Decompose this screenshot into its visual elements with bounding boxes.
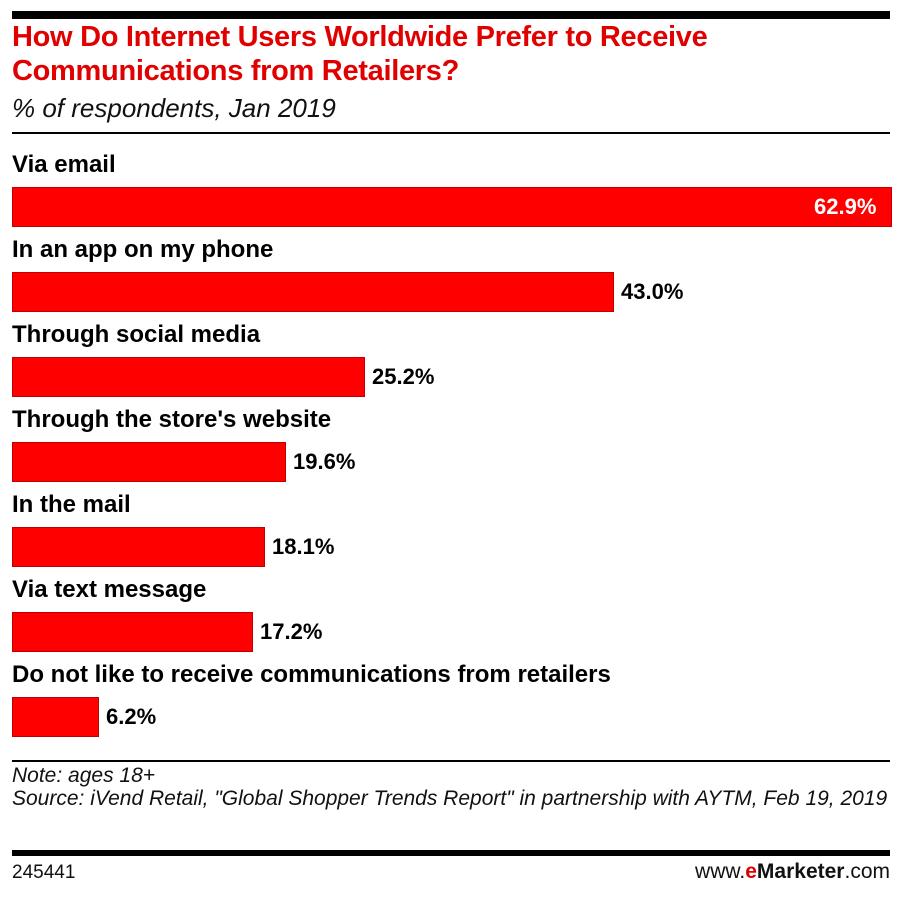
bar-value: 19.6%: [293, 449, 356, 474]
top-rule: [12, 11, 890, 19]
header-divider: [12, 132, 890, 134]
brand-suffix: .com: [844, 860, 890, 883]
bar-row: In an app on my phone 43.0%: [12, 235, 892, 320]
bar-value: 43.0%: [621, 279, 684, 304]
chart-subtitle: % of respondents, Jan 2019: [12, 93, 336, 123]
bar-row: Via text message 17.2%: [12, 575, 892, 660]
footer-divider: [12, 760, 890, 762]
bottom-rule: [12, 850, 890, 856]
bar-label: In the mail: [12, 491, 131, 518]
bar: [12, 612, 253, 652]
bar-value: 6.2%: [106, 704, 157, 729]
bar-row: Via email 62.9%: [12, 150, 892, 235]
bar-label: Via email: [12, 151, 116, 178]
bar: [12, 187, 892, 227]
chart-title: How Do Internet Users Worldwide Prefer t…: [12, 21, 708, 87]
bar: [12, 272, 614, 312]
bar-row: Through social media 25.2%: [12, 320, 892, 405]
source-text: Source: iVend Retail, "Global Shopper Tr…: [12, 787, 888, 810]
bar-value: 18.1%: [272, 534, 335, 559]
brand-logo: www.eMarketer.com: [695, 860, 890, 884]
brand-prefix: www.: [695, 860, 746, 883]
bar: [12, 357, 365, 397]
chart-notes: Note: ages 18+ Source: iVend Retail, "Gl…: [12, 764, 892, 810]
bar: [12, 527, 265, 567]
bar-value: 17.2%: [260, 619, 323, 644]
bar-label: Via text message: [12, 576, 207, 603]
bar-value: 25.2%: [372, 364, 435, 389]
bar-value: 62.9%: [814, 194, 877, 219]
bar: [12, 442, 286, 482]
bar-row: In the mail 18.1%: [12, 490, 892, 575]
bar-label: In an app on my phone: [12, 236, 274, 263]
bar-row: Through the store's website 19.6%: [12, 405, 892, 490]
chart-id: 245441: [12, 862, 76, 883]
note-text: Note: ages 18+: [12, 764, 156, 787]
brand-name: Marketer: [756, 860, 845, 883]
bar-label: Through social media: [12, 321, 261, 348]
brand-e: e: [745, 860, 757, 883]
bar: [12, 697, 99, 737]
bar-label: Through the store's website: [12, 406, 332, 433]
bar-label: Do not like to receive communications fr…: [12, 661, 611, 688]
bar-row: Do not like to receive communications fr…: [12, 660, 892, 745]
